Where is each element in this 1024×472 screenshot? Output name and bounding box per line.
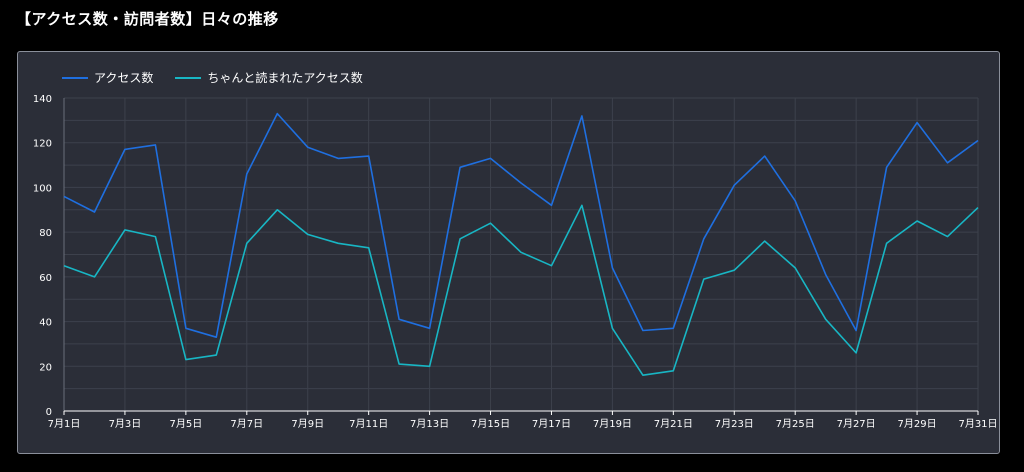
data-point-read[interactable] [305,231,311,237]
data-point-access[interactable] [640,328,646,334]
grid-lines [63,97,979,412]
x-tick-label: 7月13日 [410,418,449,430]
data-point-read[interactable] [518,249,524,255]
line-chart: 0 20 40 60 80 100 120 140 7月1日 7月3日 7月5日 7月7日 7月9日 7月… [33,94,998,430]
data-point-read[interactable] [396,361,402,367]
data-point-read[interactable] [274,207,280,213]
data-point-read[interactable] [548,263,554,269]
data-point-access[interactable] [213,334,219,340]
data-point-access[interactable] [884,164,890,170]
data-point-access[interactable] [975,137,981,143]
data-point-read[interactable] [488,220,494,226]
chart-legend: アクセス数 ちゃんと読まれたアクセス数 [62,69,363,86]
data-point-access[interactable] [61,193,67,199]
x-tick-label: 7月15日 [471,418,510,430]
data-point-read[interactable] [975,205,981,211]
data-point-access[interactable] [91,209,97,215]
y-tick-label: 0 [46,407,52,418]
data-point-access[interactable] [548,202,554,208]
y-tick-label: 120 [33,139,52,150]
data-point-read[interactable] [366,245,372,251]
data-point-read[interactable] [335,240,341,246]
x-tick-label: 7月17日 [532,418,571,430]
page-title: 【アクセス数・訪問者数】日々の推移 [16,10,279,28]
x-tick-label: 7月5日 [169,418,202,430]
data-point-access[interactable] [701,236,707,242]
x-tick-label: 7月25日 [776,418,815,430]
x-tick-label: 7月3日 [109,418,142,430]
data-point-read[interactable] [914,218,920,224]
data-point-read[interactable] [183,357,189,363]
data-point-access[interactable] [488,155,494,161]
data-point-access[interactable] [609,265,615,271]
chart-card: 0 20 40 60 80 100 120 140 7月1日 7月3日 7月5日 7月7日 7月9日 7月… [17,51,1000,454]
data-point-read[interactable] [122,227,128,233]
data-point-read[interactable] [213,352,219,358]
data-point-access[interactable] [518,180,524,186]
data-point-read[interactable] [853,350,859,356]
y-tick-label: 80 [39,228,52,239]
y-tick-label: 140 [33,94,52,105]
data-point-read[interactable] [762,238,768,244]
data-point-read[interactable] [152,234,158,240]
legend-item-read[interactable]: ちゃんと読まれたアクセス数 [175,69,363,86]
data-point-access[interactable] [670,325,676,331]
x-tick-label: 7月1日 [48,418,81,430]
data-point-access[interactable] [396,316,402,322]
data-point-read[interactable] [579,202,585,208]
legend-label-access: アクセス数 [94,71,154,85]
y-tick-label: 60 [39,273,52,284]
x-tick-label: 7月7日 [230,418,263,430]
data-point-access[interactable] [305,144,311,150]
x-tick-label: 7月19日 [593,418,632,430]
data-point-access[interactable] [183,325,189,331]
data-point-access[interactable] [244,171,250,177]
data-point-access[interactable] [122,146,128,152]
x-tick-label: 7月31日 [958,418,997,430]
data-point-read[interactable] [640,372,646,378]
data-point-access[interactable] [792,198,798,204]
data-point-read[interactable] [731,267,737,273]
data-point-read[interactable] [244,240,250,246]
data-point-access[interactable] [427,325,433,331]
x-tick-label: 7月27日 [837,418,876,430]
data-point-read[interactable] [61,263,67,269]
data-point-access[interactable] [823,272,829,278]
x-tick-label: 7月23日 [715,418,754,430]
legend-item-access[interactable]: アクセス数 [62,69,153,86]
data-point-read[interactable] [884,240,890,246]
data-point-access[interactable] [152,142,158,148]
y-tick-label: 100 [33,183,52,194]
data-point-read[interactable] [701,276,707,282]
data-point-read[interactable] [945,234,951,240]
data-point-access[interactable] [335,155,341,161]
data-point-read[interactable] [427,363,433,369]
series-line-read[interactable] [63,204,979,377]
x-tick-label: 7月21日 [654,418,693,430]
data-point-read[interactable] [670,368,676,374]
data-point-access[interactable] [579,113,585,119]
legend-swatch-access [62,76,88,79]
data-point-access[interactable] [762,153,768,159]
data-point-access[interactable] [853,328,859,334]
data-point-read[interactable] [792,265,798,271]
data-point-access[interactable] [366,153,372,159]
data-point-access[interactable] [457,164,463,170]
x-tick-label: 7月11日 [349,418,388,430]
data-point-access[interactable] [274,111,280,117]
data-point-read[interactable] [609,325,615,331]
data-point-access[interactable] [914,120,920,126]
legend-swatch-read [175,76,202,79]
x-tick-label: 7月9日 [291,418,324,430]
data-point-read[interactable] [457,236,463,242]
series-line-access[interactable] [63,112,979,339]
data-point-read[interactable] [91,274,97,280]
data-point-read[interactable] [823,316,829,322]
data-point-access[interactable] [731,182,737,188]
y-tick-label: 40 [39,318,52,329]
x-tick-label: 7月29日 [898,418,937,430]
legend-label-read: ちゃんと読まれたアクセス数 [207,71,363,85]
y-tick-label: 20 [39,362,52,373]
data-point-access[interactable] [945,160,951,166]
